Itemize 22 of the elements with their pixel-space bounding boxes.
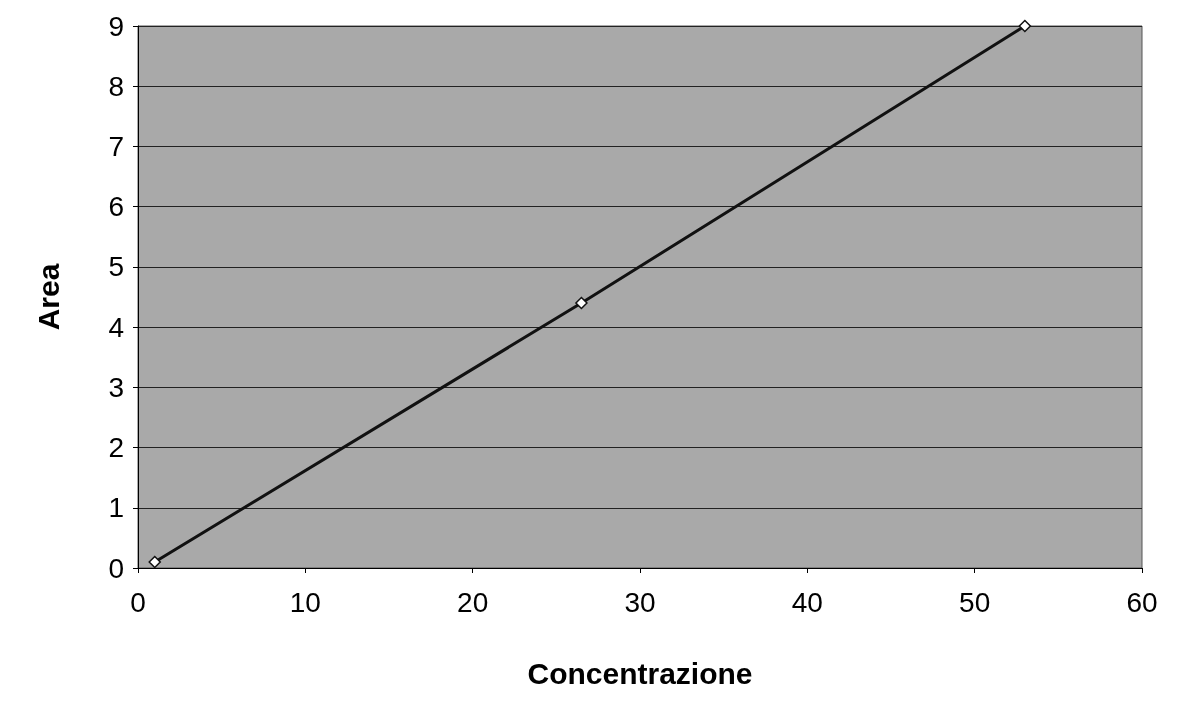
x-tick-label: 60 <box>1126 586 1158 618</box>
y-tick-label: 9 <box>108 10 124 42</box>
y-tick-label: 3 <box>108 371 124 403</box>
x-tick-label: 0 <box>130 586 146 618</box>
x-tick-label: 40 <box>791 586 823 618</box>
y-tick-label: 5 <box>108 251 124 283</box>
x-tick-label: 20 <box>457 586 489 618</box>
y-tick-label: 4 <box>108 311 124 343</box>
point <box>1018 19 1032 33</box>
x-tick-label: 50 <box>959 586 991 618</box>
y-tick-label: 7 <box>108 130 124 162</box>
y-tick-label: 6 <box>108 191 124 223</box>
y-tick-label: 2 <box>108 432 124 464</box>
point <box>575 296 588 310</box>
y-tick-label: 0 <box>108 552 124 584</box>
x-axis-title: Concentrazione <box>527 656 753 690</box>
y-axis-title: Area <box>31 263 65 331</box>
x-tick-label: 10 <box>289 586 321 618</box>
y-tick-label: 1 <box>108 492 124 524</box>
point <box>148 555 161 569</box>
y-tick-label: 8 <box>108 70 124 102</box>
x-tick-label: 30 <box>624 586 656 618</box>
